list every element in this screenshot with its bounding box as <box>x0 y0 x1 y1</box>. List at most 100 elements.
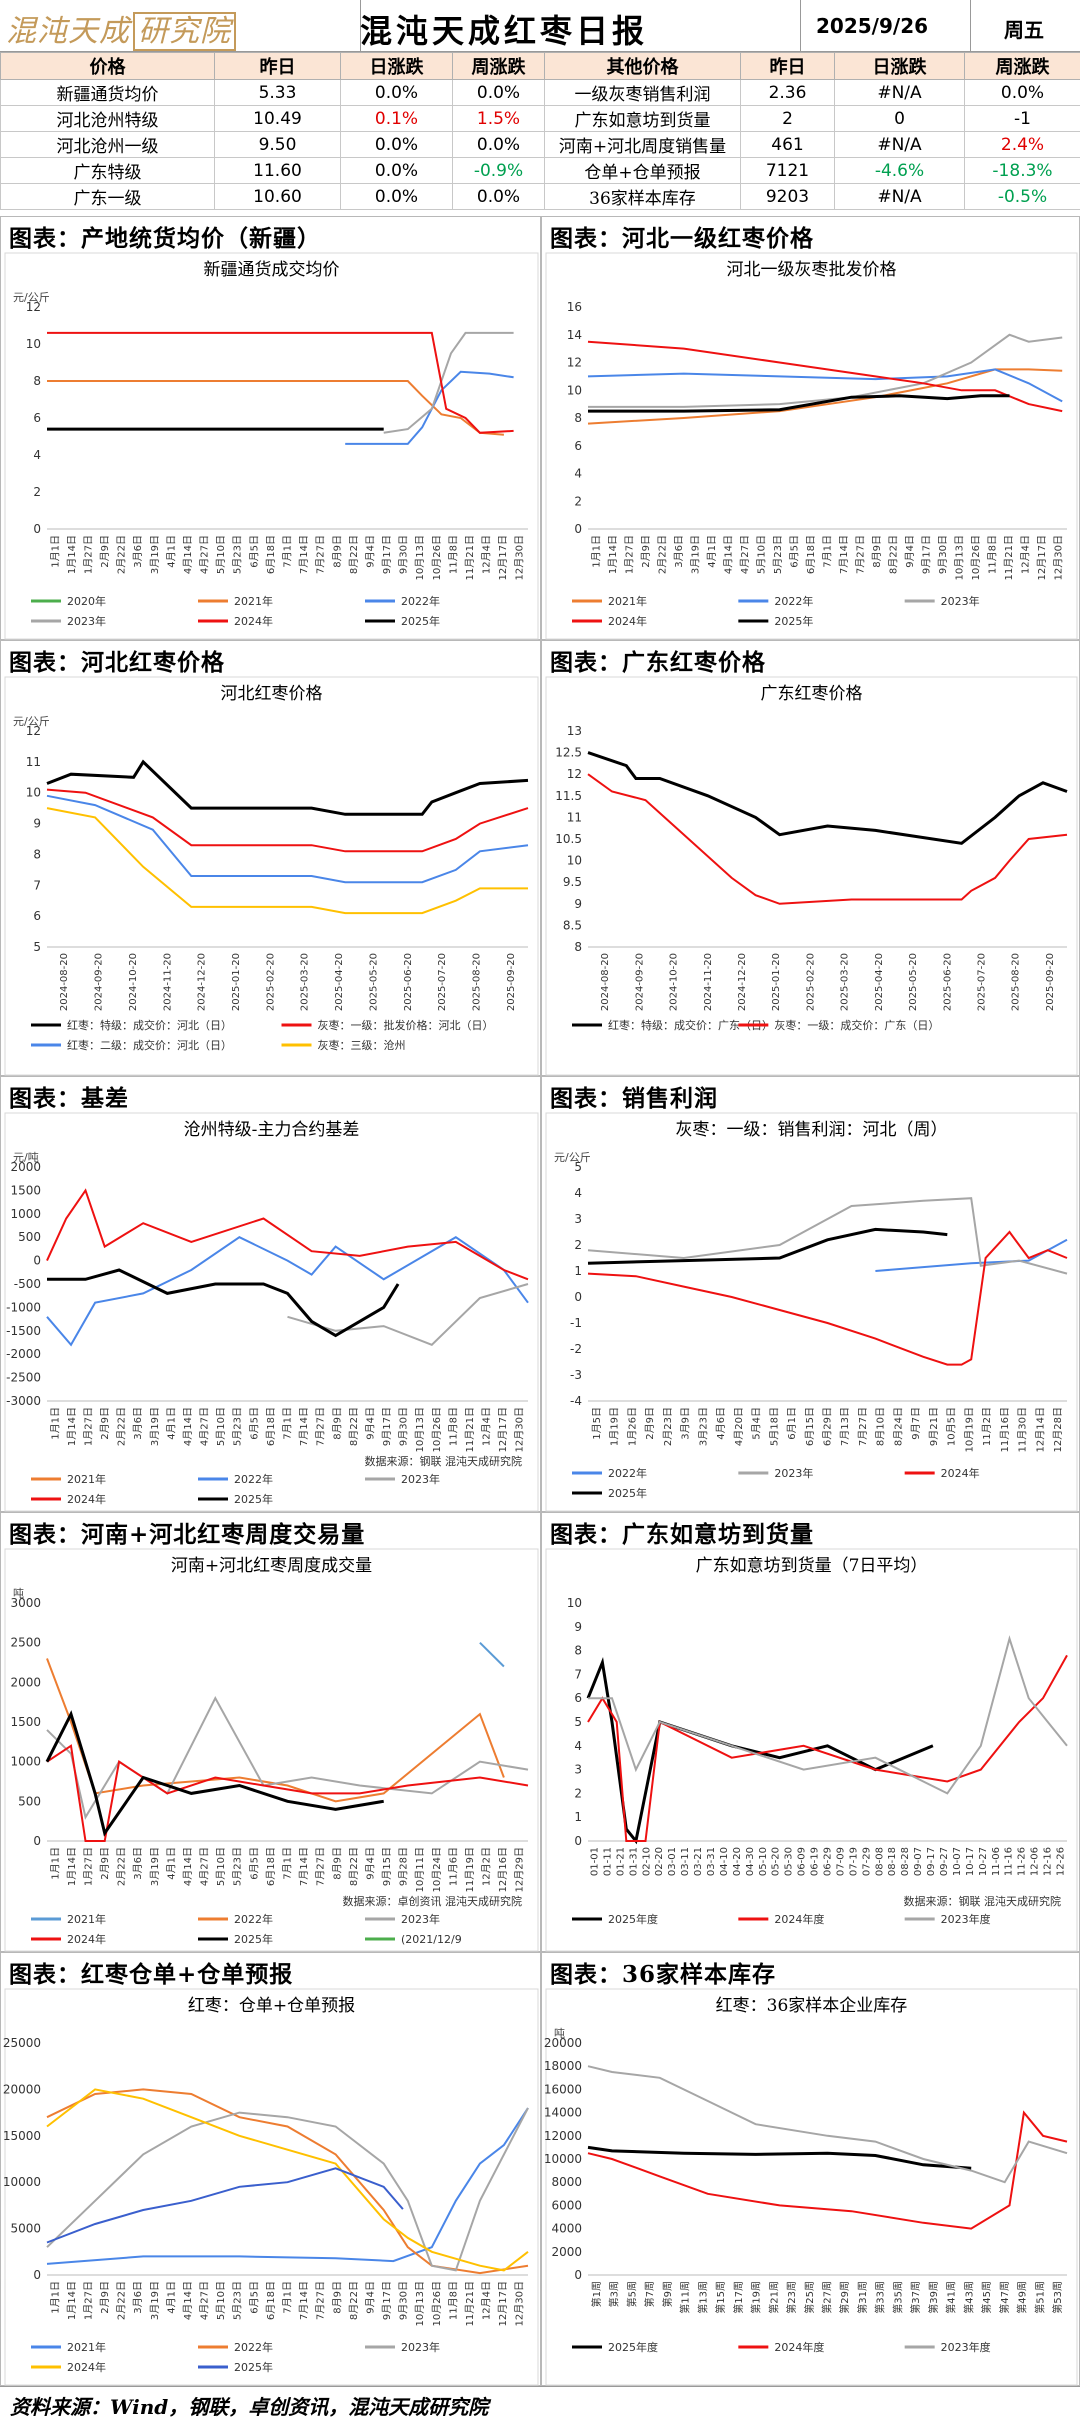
y-tick-label: 9 <box>574 897 582 911</box>
y-tick-label: 6 <box>574 439 582 453</box>
x-tick-label: 2025-01-20 <box>231 953 242 1011</box>
x-tick-label: 2025-04-20 <box>874 953 885 1011</box>
x-tick-label: 11月2日 <box>981 1407 993 1446</box>
y-tick-label: 5 <box>574 1715 582 1729</box>
y-tick-label: 4 <box>574 1186 582 1200</box>
chart-title: 河南+河北红枣周度成交量 <box>171 1556 372 1576</box>
y-tick-label: 2 <box>574 494 582 508</box>
x-tick-label: 2024-08-20 <box>59 953 70 1011</box>
x-tick-label: 10月13日 <box>954 535 966 580</box>
table-cell: 0.0% <box>341 132 453 158</box>
chart-frame <box>5 1549 538 1951</box>
y-tick-label: 15000 <box>3 2129 41 2143</box>
legend-label: 2024年 <box>67 1932 106 1946</box>
x-tick-label: 3月6日 <box>132 535 144 568</box>
x-tick-label: 第41周 <box>945 2281 958 2314</box>
y-tick-label: 9 <box>574 1620 582 1634</box>
x-tick-label: 2月22日 <box>116 2281 128 2320</box>
legend-label: 2023年 <box>401 2340 440 2354</box>
y-tick-label: 8000 <box>551 2175 582 2189</box>
y-tick-label: 1 <box>574 1264 582 1278</box>
x-tick-label: 2025-05-20 <box>368 953 379 1011</box>
x-tick-label: 01-01 <box>589 1847 600 1876</box>
table-cell: 2.4% <box>965 132 1080 158</box>
x-tick-label: 4月20日 <box>733 1407 745 1446</box>
legend-label: 2022年 <box>234 1912 273 1926</box>
x-tick-label: 9月30日 <box>398 1407 410 1446</box>
column-header: 周涨跌 <box>965 53 1080 80</box>
legend-label: 2022年 <box>774 594 813 608</box>
y-tick-label: 3 <box>574 1212 582 1226</box>
y-tick-label: 2 <box>574 1786 582 1800</box>
table-cell: 11.60 <box>215 158 341 184</box>
x-tick-label: 03-21 <box>693 1847 704 1876</box>
x-tick-label: 6月18日 <box>805 535 817 574</box>
legend-label: 2023年 <box>401 1472 440 1486</box>
y-tick-label: 16000 <box>544 2082 582 2096</box>
x-tick-label: 2月9日 <box>640 535 652 568</box>
x-tick-label: 9月30日 <box>398 535 410 574</box>
x-tick-label: 7月14日 <box>298 1407 310 1446</box>
x-tick-label: 第29周 <box>838 2281 851 2314</box>
legend-label: 2025年 <box>401 614 440 628</box>
x-tick-label: 6月18日 <box>265 2281 277 2320</box>
x-tick-label: 12月17日 <box>497 2281 509 2326</box>
table-cell: 0.0% <box>453 184 545 210</box>
x-tick-label: 5月10日 <box>755 535 767 574</box>
y-tick-label: 1500 <box>10 1183 41 1197</box>
x-tick-label: 2025-02-20 <box>265 953 276 1011</box>
x-tick-label: 2024-12-20 <box>737 953 748 1011</box>
report-date: 2025/9/26 <box>816 14 928 38</box>
table-cell: -0.9% <box>453 158 545 184</box>
y-tick-label: 2000 <box>551 2245 582 2259</box>
x-tick-label: 2024-11-20 <box>703 953 714 1011</box>
x-tick-label: 4月27日 <box>739 535 751 574</box>
table-cell: 0.0% <box>341 184 453 210</box>
x-tick-label: 2月22日 <box>116 1407 128 1446</box>
x-tick-label: 8月10日 <box>875 1407 887 1446</box>
x-tick-label: 4月27日 <box>199 1847 211 1886</box>
chart-title: 灰枣：一级：销售利润：河北（周） <box>676 1120 948 1140</box>
x-tick-label: 第19周 <box>750 2281 763 2314</box>
y-tick-label: 1 <box>574 1810 582 1824</box>
x-tick-label: 7月14日 <box>298 535 310 574</box>
legend-label: 2023年 <box>941 594 980 608</box>
x-tick-label: 11-06 <box>991 1847 1002 1876</box>
table-header-row: 价格昨日日涨跌周涨跌其他价格昨日日涨跌周涨跌 <box>1 53 1080 80</box>
x-tick-label: 1月1日 <box>49 2281 61 2314</box>
legend-label: 2024年 <box>67 1492 106 1506</box>
y-axis-unit: 元/公斤 <box>554 1151 591 1164</box>
y-tick-label: 0 <box>574 2268 582 2282</box>
x-tick-label: 9月17日 <box>381 2281 393 2320</box>
x-tick-label: 6月18日 <box>265 535 277 574</box>
x-tick-label: 9月4日 <box>364 535 376 568</box>
x-tick-label: 4月1日 <box>165 1407 177 1440</box>
table-cell: 0 <box>835 106 965 132</box>
x-tick-label: 5月23日 <box>232 2281 244 2320</box>
x-tick-label: 10月26日 <box>431 1407 443 1452</box>
x-tick-label: 10月11日 <box>414 1847 426 1892</box>
x-tick-label: 6月5日 <box>248 1407 260 1440</box>
x-tick-label: 6月5日 <box>248 535 260 568</box>
x-tick-label: 9月17日 <box>921 535 933 574</box>
y-tick-label: 3 <box>574 1763 582 1777</box>
x-tick-label: 12月4日 <box>1020 535 1032 574</box>
x-tick-label: 9月4日 <box>364 2281 376 2314</box>
x-tick-label: 12月4日 <box>481 1407 493 1446</box>
line-chart: 河南+河北红枣周度成交量吨3000250020001500100050001月1… <box>1 1547 542 1953</box>
x-tick-label: 7月14日 <box>298 2281 310 2320</box>
report-title: 混沌天成红枣日报 <box>360 6 648 52</box>
x-tick-label: 第11周 <box>679 2281 692 2314</box>
x-tick-label: 12月16日 <box>497 1847 509 1892</box>
y-tick-label: -1000 <box>6 1300 41 1314</box>
x-tick-label: 3月6日 <box>132 1407 144 1440</box>
row-label: 新疆通货均价 <box>1 80 215 106</box>
y-tick-label: 11 <box>26 755 41 769</box>
section-title: 图表：红枣仓单+仓单预报 <box>9 1955 293 1989</box>
x-tick-label: 8月22日 <box>348 2281 360 2320</box>
x-tick-label: 4月14日 <box>182 1847 194 1886</box>
y-tick-label: 6 <box>33 411 41 425</box>
